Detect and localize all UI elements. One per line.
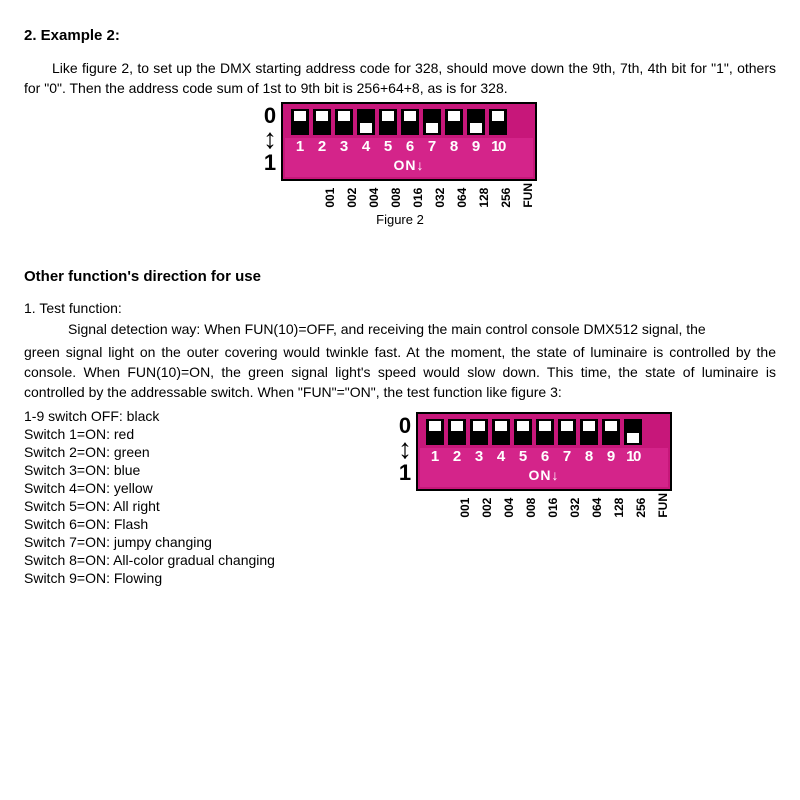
dip-bit-value: 008 xyxy=(522,493,540,518)
dip-bit-value: 064 xyxy=(453,183,471,208)
dip-switch-5 xyxy=(379,109,397,135)
dip-switch-7 xyxy=(423,109,441,135)
dip-switch-4 xyxy=(357,109,375,135)
updown-arrow-icon: ↕ xyxy=(398,435,412,463)
dip-switch-9 xyxy=(467,109,485,135)
dip-bit-value: FUN xyxy=(654,493,672,518)
dip-bit-value: 001 xyxy=(456,493,474,518)
dip-bit-value: 004 xyxy=(500,493,518,518)
dip-switch-8 xyxy=(445,109,463,135)
dip-switch-3 xyxy=(335,109,353,135)
dip-bit-value: 032 xyxy=(431,183,449,208)
dip-switch-7 xyxy=(558,419,576,445)
switch-line: 1-9 switch OFF: black xyxy=(24,408,294,424)
dip-switch-3 xyxy=(470,419,488,445)
other-functions-heading: Other function's direction for use xyxy=(24,268,776,285)
switch-line: Switch 3=ON: blue xyxy=(24,462,294,478)
dip-switch-figure-3: 0 ↕ 1 12345678910ON↓ 0010020040080160320… xyxy=(398,412,672,518)
dip-switch-1 xyxy=(426,419,444,445)
switch-line: Switch 2=ON: green xyxy=(24,444,294,460)
switch-line: Switch 6=ON: Flash xyxy=(24,516,294,532)
dip-bit-value: 256 xyxy=(632,493,650,518)
switch-line: Switch 9=ON: Flowing xyxy=(24,570,294,586)
dip-switch-10 xyxy=(624,419,642,445)
dip-bit-value: 064 xyxy=(588,493,606,518)
dip-switch-4 xyxy=(492,419,510,445)
dip-bit-value: 016 xyxy=(409,183,427,208)
on-label: ON↓ xyxy=(285,157,533,177)
dip-switch-1 xyxy=(291,109,309,135)
dip-bit-value: 256 xyxy=(497,183,515,208)
dip-bit-value: 004 xyxy=(365,183,383,208)
dip-bit-value: 002 xyxy=(343,183,361,208)
dip-switch-9 xyxy=(602,419,620,445)
dip-bit-value: FUN xyxy=(519,183,537,208)
switch-line: Switch 7=ON: jumpy changing xyxy=(24,534,294,550)
dip-bit-value: 016 xyxy=(544,493,562,518)
example2-paragraph: Like figure 2, to set up the DMX startin… xyxy=(24,59,776,98)
switch-function-list: 1-9 switch OFF: black Switch 1=ON: red Swi… xyxy=(24,406,294,588)
example2-heading: 2. Example 2: xyxy=(24,27,776,44)
dip-switch-2 xyxy=(313,109,331,135)
switch-line: Switch 4=ON: yellow xyxy=(24,480,294,496)
on-label: ON↓ xyxy=(420,467,668,487)
test-function-label: 1. Test function: xyxy=(24,300,776,316)
dip-switch-10 xyxy=(489,109,507,135)
dip-bit-value: 128 xyxy=(610,493,628,518)
dip-bit-value: 001 xyxy=(321,183,339,208)
dip-switch-6 xyxy=(401,109,419,135)
dip-bit-value: 008 xyxy=(387,183,405,208)
dip-one-label: 1 xyxy=(264,151,276,174)
switch-line: Switch 5=ON: All right xyxy=(24,498,294,514)
dip-switch-figure-2: 0 ↕ 1 12345678910ON↓ 0010020040080160320… xyxy=(263,102,537,208)
dip-switch-8 xyxy=(580,419,598,445)
dip-bit-value: 128 xyxy=(475,183,493,208)
dip-switch-2 xyxy=(448,419,466,445)
switch-line: Switch 1=ON: red xyxy=(24,426,294,442)
dip-bit-value: 002 xyxy=(478,493,496,518)
other-p2: green signal light on the outer covering… xyxy=(24,343,776,402)
dip-switch-6 xyxy=(536,419,554,445)
dip-bit-value: 032 xyxy=(566,493,584,518)
figure2-caption: Figure 2 xyxy=(24,212,776,227)
dip-switch-5 xyxy=(514,419,532,445)
other-p1: Signal detection way: When FUN(10)=OFF, … xyxy=(24,320,776,340)
updown-arrow-icon: ↕ xyxy=(263,125,277,153)
dip-one-label: 1 xyxy=(399,461,411,484)
switch-line: Switch 8=ON: All-color gradual changing xyxy=(24,552,294,568)
